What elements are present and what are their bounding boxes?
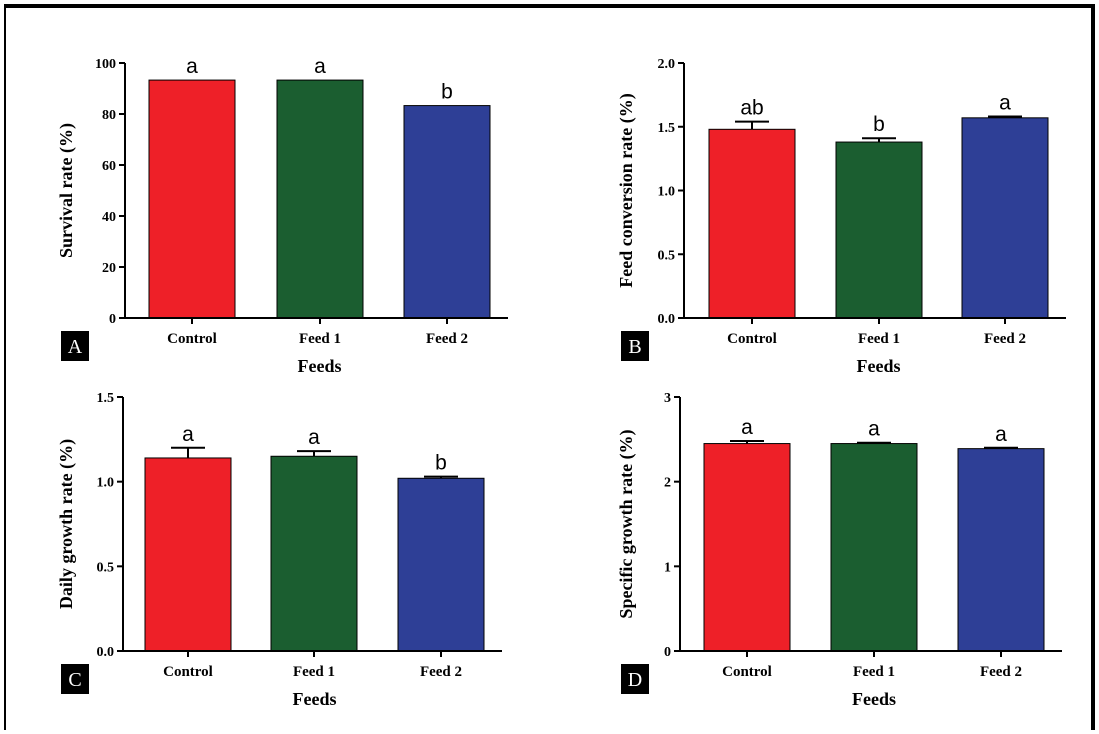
y-axis-title: Survival rate (%) (56, 123, 77, 258)
y-tick-label: 60 (102, 159, 116, 174)
y-tick-label: 40 (102, 210, 116, 225)
x-tick-label: Feed 2 (426, 331, 468, 347)
y-tick-label: 2.0 (658, 57, 676, 72)
bar-feed-1 (276, 79, 364, 319)
x-tick-label: Feed 2 (984, 331, 1026, 347)
significance-letter: b (435, 452, 447, 475)
x-axis-title: Feeds (857, 356, 901, 376)
x-tick-label: Feed 2 (980, 664, 1022, 680)
panel-badge (61, 331, 89, 361)
y-tick-label: 0.5 (658, 248, 676, 263)
chart-panel-c: a Control a Feed 1 b Feed 2 0.0 0.5 1.0 1.5 Feeds D… (56, 391, 502, 709)
y-tick-label: 20 (102, 261, 116, 276)
bar-feed-2 (961, 117, 1049, 319)
significance-letter: a (314, 55, 326, 78)
y-tick-label: 0.0 (97, 645, 115, 660)
y-axis-title: Specific growth rate (%) (616, 429, 637, 618)
x-tick-label: Feed 1 (858, 331, 900, 347)
chart-panel-b: ab Control b Feed 1 a Feed 2 0.0 0.5 1.0 1.5 2.0 Fe… (616, 57, 1066, 376)
y-tick-label: 0.5 (97, 560, 115, 575)
bar-feed-2 (403, 105, 491, 319)
y-tick-label: 100 (95, 57, 116, 72)
significance-letter: b (441, 81, 453, 104)
significance-letter: a (186, 55, 198, 78)
bar-feed-2 (397, 477, 485, 652)
x-tick-label: Feed 1 (293, 664, 335, 680)
chart-panel-d: a Control a Feed 1 a Feed 2 0 1 2 3 Feeds Specific … (616, 391, 1062, 709)
bar-control (148, 79, 236, 319)
x-tick-label: Control (167, 331, 217, 347)
bar-control (708, 128, 796, 319)
y-axis-title: Daily growth rate (%) (56, 439, 77, 609)
y-tick-label: 0 (109, 312, 116, 327)
panel-badge (621, 664, 649, 694)
x-axis-title: Feeds (852, 689, 896, 709)
x-tick-label: Feed 1 (853, 664, 895, 680)
panel-badge (61, 664, 89, 694)
bar-feed-1 (270, 455, 358, 652)
x-axis-title: Feeds (298, 356, 342, 376)
significance-letter: a (868, 418, 880, 441)
significance-letter: b (873, 113, 885, 136)
y-tick-label: 0 (664, 645, 671, 660)
x-tick-label: Feed 1 (299, 331, 341, 347)
bar-feed-1 (830, 443, 918, 652)
panel-badge-label: D (628, 669, 642, 691)
significance-letter: a (999, 92, 1011, 115)
y-axis-title: Feed conversion rate (%) (616, 93, 637, 287)
x-tick-label: Feed 2 (420, 664, 462, 680)
y-tick-label: 1.5 (97, 391, 115, 406)
bar-feed-1 (835, 141, 923, 319)
y-tick-label: 1.5 (658, 121, 676, 136)
y-tick-label: 2 (664, 476, 671, 491)
significance-letter: a (182, 423, 194, 446)
significance-letter: a (741, 416, 753, 439)
significance-letter: a (995, 423, 1007, 446)
significance-letter: a (308, 426, 320, 449)
panel-badge-label: B (628, 336, 641, 358)
y-tick-label: 80 (102, 108, 116, 123)
panel-badge-label: C (68, 669, 81, 691)
panel-badge-label: A (68, 336, 83, 358)
y-tick-label: 0.0 (658, 312, 676, 327)
x-axis-title: Feeds (293, 689, 337, 709)
bar-control (703, 443, 791, 652)
bar-control (144, 457, 232, 652)
panel-badge (621, 331, 649, 361)
bar-feed-2 (957, 448, 1045, 652)
y-tick-label: 1.0 (658, 185, 676, 200)
y-tick-label: 1 (664, 560, 671, 575)
chart-panel-a: a Control a Feed 1 b Feed 2 0 20 40 60 80 100 Feeds S… (56, 55, 508, 376)
x-tick-label: Control (163, 664, 213, 680)
x-tick-label: Control (722, 664, 772, 680)
x-tick-label: Control (727, 331, 777, 347)
y-tick-label: 3 (664, 391, 671, 406)
y-tick-label: 1.0 (97, 476, 115, 491)
significance-letter: ab (740, 97, 763, 120)
